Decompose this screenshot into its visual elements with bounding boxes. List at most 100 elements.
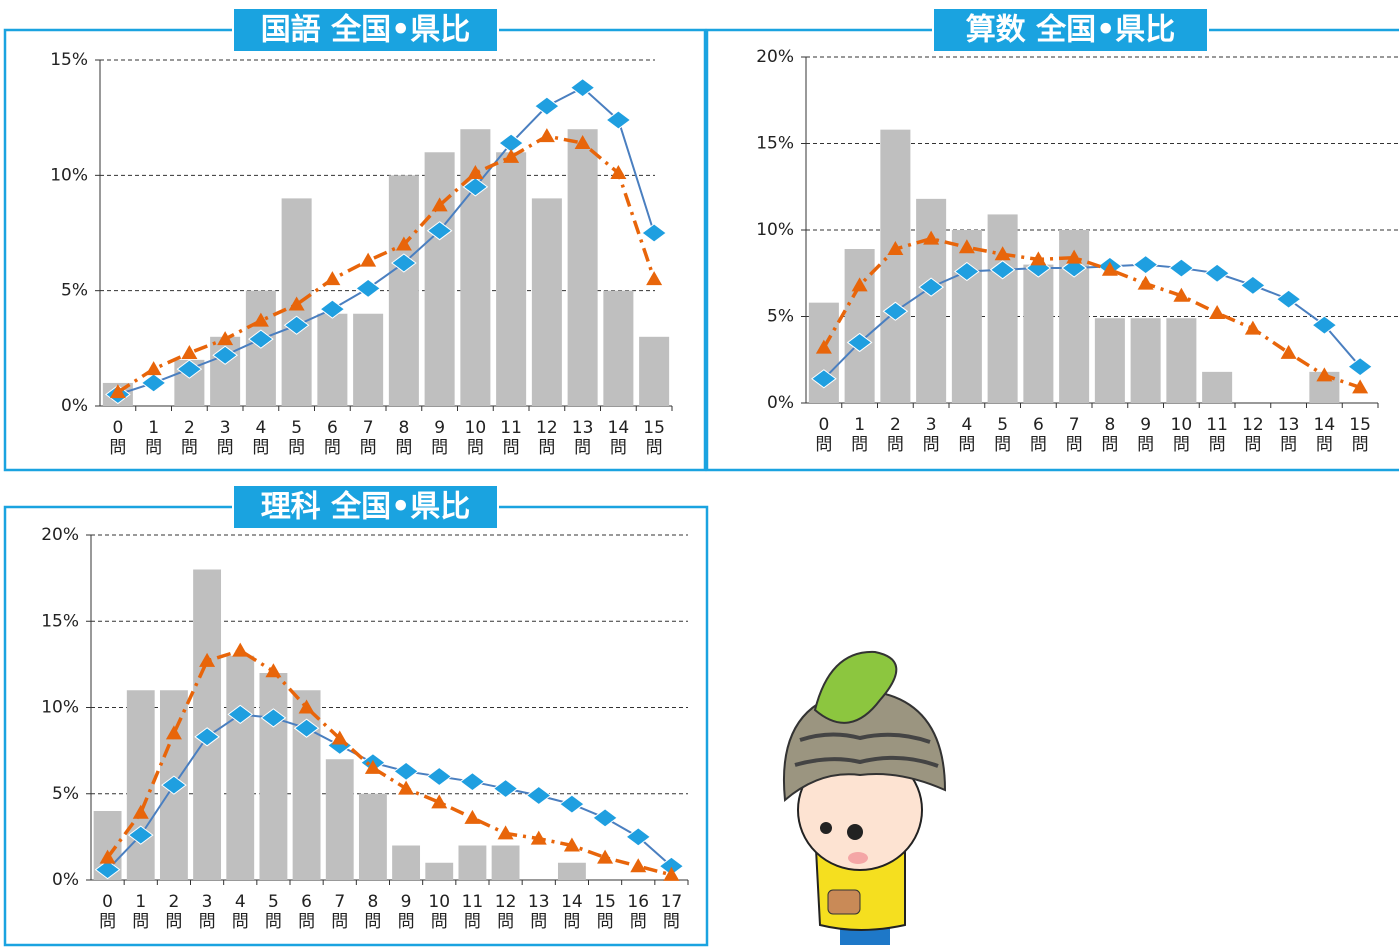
y-tick-label: 5% (52, 784, 79, 804)
y-tick-label: 15% (756, 134, 794, 154)
x-tick-label: 6問 (1030, 415, 1047, 455)
bar (532, 198, 562, 406)
bar (392, 846, 420, 881)
x-tick-label: 5問 (994, 415, 1011, 455)
x-tick-label: 17問 (661, 892, 683, 932)
marker-triangle (1209, 305, 1225, 319)
marker-triangle (1245, 321, 1261, 335)
bar (603, 291, 633, 406)
bar (193, 570, 221, 881)
x-tick-label: 0問 (109, 418, 126, 458)
chart: 国語 全国•県比0%5%10%15%0問1問2問3問4問5問6問7問8問9問10… (5, 8, 705, 470)
mascot (784, 652, 945, 945)
marker-diamond (1134, 256, 1158, 274)
marker-triangle (146, 361, 162, 375)
page: 国語 全国•県比 0% 5% 10% 15% 0問 1問 2問 3問 4問 5問 6問 7問 8問 9問 10… (0, 0, 1399, 948)
chart-title: 国語 全国•県比 (261, 13, 471, 48)
y-tick-label: 0% (767, 393, 794, 413)
bar (353, 314, 383, 406)
y-tick-label: 20% (756, 47, 794, 67)
y-tick-label: 15% (41, 611, 79, 631)
bar (1166, 318, 1196, 403)
chart: 算数 全国•県比0%5%10%15%20%0問1問2問3問4問5問6問7問8問9… (707, 8, 1399, 470)
y-tick-label: 10% (50, 165, 88, 185)
bar (458, 846, 486, 881)
marker-diamond (560, 795, 584, 813)
marker-diamond (142, 374, 166, 392)
marker-triangle (265, 663, 281, 677)
y-tick-label: 0% (61, 396, 88, 416)
marker-triangle (498, 825, 514, 839)
marker-triangle (360, 253, 376, 267)
x-tick-label: 2問 (165, 892, 182, 932)
bar (359, 794, 387, 880)
x-tick-label: 14問 (561, 892, 583, 932)
y-tick-label: 0% (52, 870, 79, 890)
chart-title: 理科 全国•県比 (261, 490, 471, 525)
y-tick-label: 10% (756, 220, 794, 240)
bar (1131, 318, 1161, 403)
mascot-eye (820, 822, 832, 834)
bar (425, 152, 455, 406)
marker-diamond (593, 809, 617, 827)
x-tick-label: 4問 (252, 418, 269, 458)
marker-triangle (1138, 276, 1154, 290)
marker-triangle (464, 810, 480, 824)
x-tick-label: 14問 (1314, 415, 1336, 455)
bar (988, 214, 1018, 403)
x-tick-label: 6問 (298, 892, 315, 932)
marker-triangle (610, 165, 626, 179)
bar (317, 314, 347, 406)
marker-diamond (1241, 276, 1265, 294)
marker-diamond (535, 97, 559, 115)
marker-diamond (460, 773, 484, 791)
bar (326, 759, 354, 880)
bar (1095, 318, 1125, 403)
x-tick-label: 8問 (395, 418, 412, 458)
marker-diamond (494, 780, 518, 798)
x-tick-label: 6問 (324, 418, 341, 458)
x-tick-label: 4問 (232, 892, 249, 932)
series-line (108, 714, 672, 869)
marker-diamond (527, 786, 551, 804)
x-tick-label: 3問 (923, 415, 940, 455)
x-tick-label: 1問 (851, 415, 868, 455)
bar (1202, 372, 1232, 403)
bar (226, 656, 254, 880)
bar (259, 673, 287, 880)
x-tick-label: 15問 (594, 892, 616, 932)
marker-triangle (232, 643, 248, 657)
x-tick-label: 1問 (132, 892, 149, 932)
y-tick-label: 20% (41, 525, 79, 545)
y-tick-label: 5% (767, 307, 794, 327)
marker-diamond (394, 762, 418, 780)
bar (916, 199, 946, 403)
marker-triangle (646, 271, 662, 285)
x-tick-label: 7問 (360, 418, 377, 458)
bar (639, 337, 669, 406)
chart-title: 算数 全国•県比 (966, 13, 1176, 48)
marker-triangle (398, 781, 414, 795)
x-tick-label: 4問 (958, 415, 975, 455)
bar (389, 175, 419, 406)
bar (558, 863, 586, 880)
mascot-eye (847, 824, 863, 840)
bar (425, 863, 453, 880)
